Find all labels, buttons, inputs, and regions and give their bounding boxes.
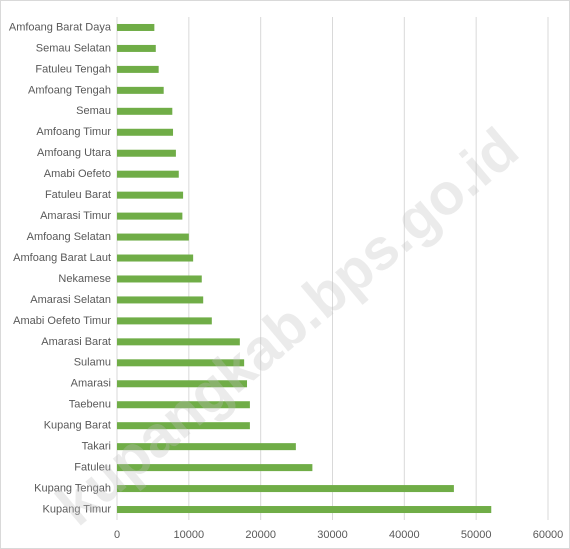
bar [117,254,194,262]
y-tick-label: Fatuleu Barat [45,189,111,201]
bar [117,107,173,115]
bar [117,296,204,304]
bar [117,506,492,514]
x-tick-label: 10000 [174,529,205,541]
y-tick-label: Kupang Tengah [34,482,111,494]
y-tick-label: Amfoang Barat Daya [9,21,112,33]
y-tick-label: Amfoang Selatan [27,231,111,243]
y-tick-label: Kupang Timur [43,503,112,515]
plot-area: 0 10000 20000 30000 40000 50000 60000 Amfoang B… [9,17,563,541]
y-tick-label: Amfoang Timur [36,126,111,138]
y-tick-label: Fatuleu [74,462,111,474]
y-tick-label: Sulamu [74,357,111,369]
bar [117,464,313,472]
y-tick-label: Fatuleu Tengah [35,63,111,75]
bar [117,65,159,73]
bar [117,359,245,367]
bar [117,149,176,157]
bar [117,317,212,325]
bar [117,338,240,346]
bar [117,275,202,283]
x-tick-label: 20000 [245,529,276,541]
y-tick-label: Amabi Oefeto Timur [13,315,111,327]
x-tick-label: 50000 [461,529,492,541]
bar [117,86,164,94]
x-tick-label: 40000 [389,529,420,541]
y-tick-label: Amabi Oefeto [44,168,111,180]
bar [117,401,250,409]
y-tick-label: Amarasi Barat [41,336,111,348]
bar [117,443,296,451]
y-tick-label: Semau Selatan [36,42,111,54]
y-tick-label: Nekamese [58,273,111,285]
y-tick-label: Amfoang Tengah [28,84,111,96]
y-tick-label: Kupang Barat [44,420,111,432]
y-tick-label: Amfoang Utara [37,147,112,159]
y-tick-label: Semau [76,105,111,117]
bar [117,191,184,199]
bar [117,170,179,178]
x-tick-label: 30000 [317,529,348,541]
bar [117,233,189,241]
bar [117,128,174,136]
y-tick-label: Amfoang Barat Laut [13,252,111,264]
y-tick-label: Taebenu [69,399,111,411]
bar [117,212,183,220]
x-tick-label: 0 [114,529,120,541]
bar [117,380,248,388]
y-tick-label: Amarasi [71,378,111,390]
x-tick-label: 60000 [533,529,564,541]
y-tick-label: Amarasi Selatan [30,294,111,306]
bar [117,422,250,430]
y-tick-label: Takari [82,441,111,453]
bar [117,44,156,52]
bar [117,23,155,31]
bar [117,485,454,493]
y-tick-label: Amarasi Timur [40,210,111,222]
